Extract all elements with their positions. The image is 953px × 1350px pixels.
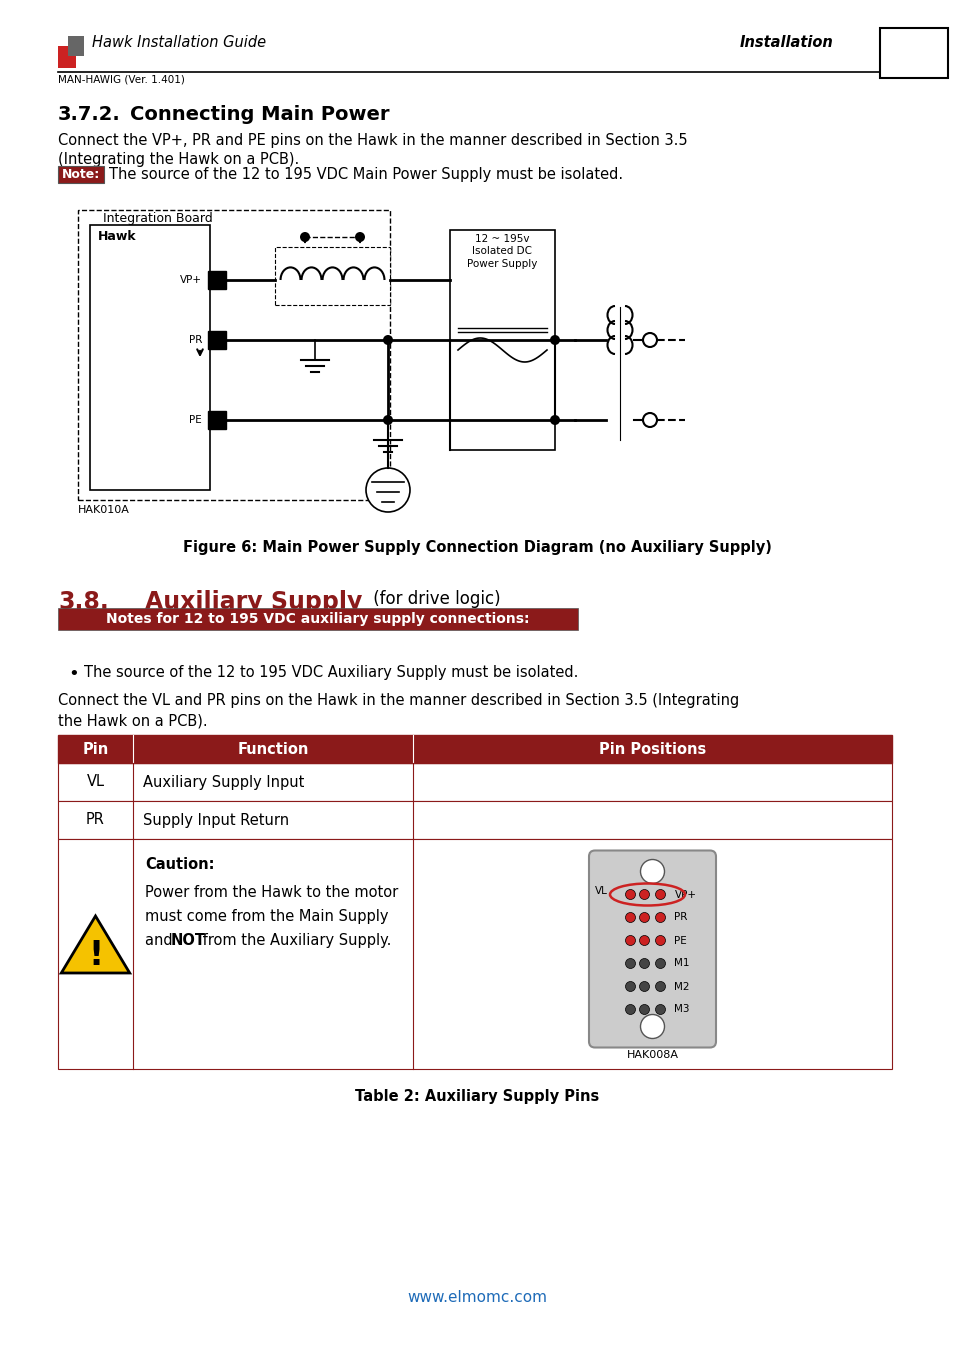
Bar [879, 28, 947, 78]
Text: The source of the 12 to 195 VDC Auxiliary Supply must be isolated.: The source of the 12 to 195 VDC Auxiliar… [84, 666, 578, 680]
Text: 27: 27 [898, 43, 928, 63]
Bar [208, 331, 226, 350]
Circle shape [642, 413, 657, 427]
Circle shape [639, 1014, 664, 1038]
Circle shape [550, 414, 559, 425]
Polygon shape [61, 917, 130, 973]
Circle shape [655, 913, 665, 922]
Text: and: and [145, 933, 177, 948]
Bar [78, 211, 390, 500]
Text: VP+: VP+ [180, 275, 202, 285]
Circle shape [655, 890, 665, 899]
Bar [58, 46, 76, 68]
Text: (for drive logic): (for drive logic) [368, 590, 500, 608]
Text: HAK010A: HAK010A [78, 505, 130, 514]
Text: VP+: VP+ [674, 890, 696, 899]
Circle shape [355, 232, 365, 242]
Bar [208, 271, 226, 289]
Circle shape [550, 335, 559, 346]
Circle shape [625, 890, 635, 899]
Text: Connect the VL and PR pins on the Hawk in the manner described in Section 3.5 (I: Connect the VL and PR pins on the Hawk i… [58, 693, 739, 707]
Text: Note:: Note: [62, 167, 100, 181]
Circle shape [366, 468, 410, 512]
Circle shape [639, 958, 649, 968]
Text: Connecting Main Power: Connecting Main Power [130, 105, 389, 124]
Text: NOT: NOT [171, 933, 206, 948]
Bar [450, 230, 555, 450]
Bar [90, 225, 210, 490]
Circle shape [639, 936, 649, 945]
Bar [58, 763, 891, 801]
Bar [208, 410, 226, 429]
Text: HAK008A: HAK008A [626, 1049, 678, 1060]
Text: Function: Function [237, 741, 309, 756]
Text: PR: PR [189, 335, 202, 346]
Text: MAN-HAWIG (Ver. 1.401): MAN-HAWIG (Ver. 1.401) [58, 76, 185, 85]
Circle shape [625, 981, 635, 991]
Circle shape [655, 936, 665, 945]
Bar [58, 734, 891, 763]
Text: M1: M1 [674, 958, 689, 968]
Text: VL: VL [594, 887, 607, 896]
Text: Notes for 12 to 195 VDC auxiliary supply connections:: Notes for 12 to 195 VDC auxiliary supply… [106, 612, 529, 626]
Circle shape [639, 860, 664, 883]
Text: Table 2: Auxiliary Supply Pins: Table 2: Auxiliary Supply Pins [355, 1089, 598, 1104]
Text: Pin Positions: Pin Positions [598, 741, 705, 756]
Text: M2: M2 [674, 981, 689, 991]
Circle shape [382, 414, 393, 425]
Text: Caution:: Caution: [145, 857, 214, 872]
Text: 3.8.: 3.8. [58, 590, 109, 614]
Circle shape [299, 232, 310, 242]
Text: PE: PE [674, 936, 686, 945]
Bar [58, 838, 891, 1069]
Text: Auxiliary Supply Input: Auxiliary Supply Input [143, 775, 304, 790]
Text: from the Auxiliary Supply.: from the Auxiliary Supply. [198, 933, 391, 948]
Text: 12 ~ 195v
Isolated DC
Power Supply: 12 ~ 195v Isolated DC Power Supply [467, 234, 537, 269]
Circle shape [655, 981, 665, 991]
Text: must come from the Main Supply: must come from the Main Supply [145, 909, 388, 923]
Circle shape [642, 333, 657, 347]
Circle shape [655, 958, 665, 968]
Text: Connect the VP+, PR and PE pins on the Hawk in the manner described in Section 3: Connect the VP+, PR and PE pins on the H… [58, 134, 687, 148]
Circle shape [625, 936, 635, 945]
Circle shape [639, 1004, 649, 1014]
FancyBboxPatch shape [588, 850, 716, 1048]
Bar [58, 801, 891, 838]
Text: Installation: Installation [740, 35, 833, 50]
Text: www.elmomc.com: www.elmomc.com [407, 1291, 546, 1305]
Circle shape [382, 335, 393, 346]
Bar [58, 166, 104, 184]
Text: the Hawk on a PCB).: the Hawk on a PCB). [58, 713, 208, 728]
Text: •: • [68, 666, 79, 683]
Text: Auxiliary Supply: Auxiliary Supply [112, 590, 362, 614]
Text: Pin: Pin [82, 741, 109, 756]
Bar [58, 608, 578, 630]
Circle shape [625, 913, 635, 922]
Text: !: ! [88, 940, 103, 972]
Text: Figure 6: Main Power Supply Connection Diagram (no Auxiliary Supply): Figure 6: Main Power Supply Connection D… [182, 540, 771, 555]
Bar [68, 36, 84, 55]
Text: Power from the Hawk to the motor: Power from the Hawk to the motor [145, 886, 397, 900]
Text: (Integrating the Hawk on a PCB).: (Integrating the Hawk on a PCB). [58, 153, 299, 167]
Bar [274, 247, 390, 305]
Text: The source of the 12 to 195 VDC Main Power Supply must be isolated.: The source of the 12 to 195 VDC Main Pow… [109, 167, 622, 182]
Circle shape [625, 958, 635, 968]
Circle shape [639, 913, 649, 922]
Text: VL: VL [87, 775, 105, 790]
Text: 3.7.2.: 3.7.2. [58, 105, 121, 124]
Text: Hawk: Hawk [98, 230, 136, 243]
Circle shape [639, 890, 649, 899]
Text: Supply Input Return: Supply Input Return [143, 813, 289, 828]
Text: Integration Board: Integration Board [103, 212, 213, 225]
Text: PR: PR [674, 913, 687, 922]
Text: M3: M3 [674, 1004, 689, 1014]
Circle shape [655, 1004, 665, 1014]
Text: Hawk Installation Guide: Hawk Installation Guide [91, 35, 266, 50]
Text: PE: PE [189, 414, 202, 425]
Circle shape [625, 1004, 635, 1014]
Circle shape [639, 981, 649, 991]
Text: PR: PR [86, 813, 105, 828]
